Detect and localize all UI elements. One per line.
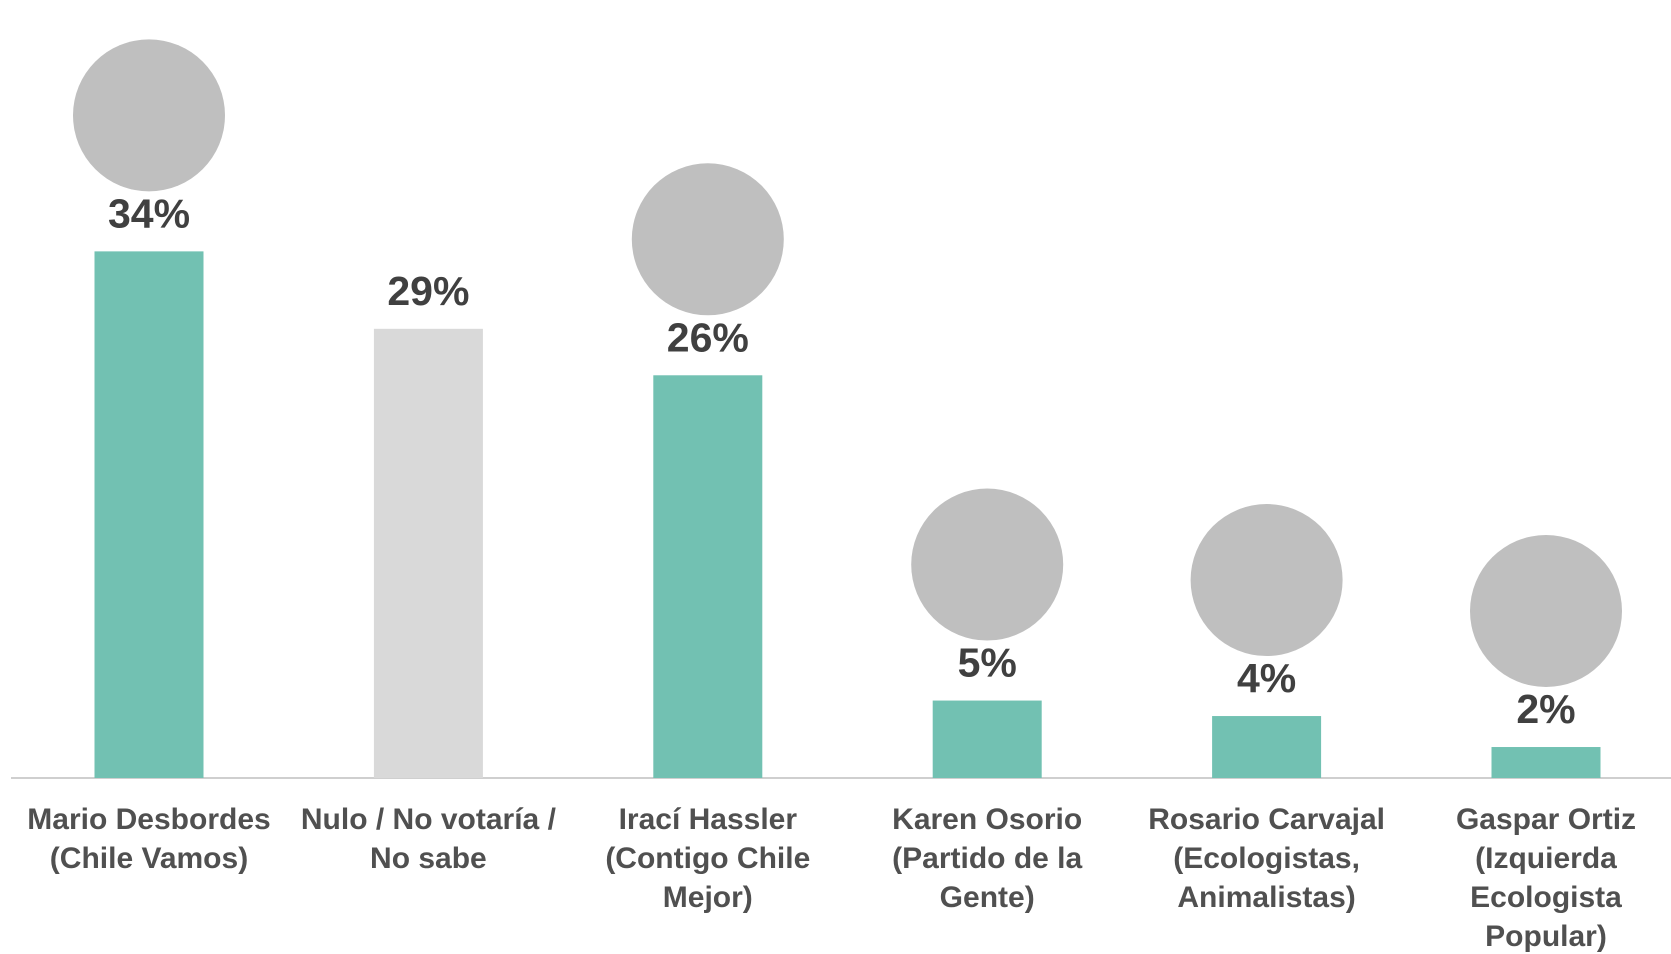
category-label: Rosario Carvajal (Ecologistas, Animalist… bbox=[1148, 803, 1385, 914]
category-label: Karen Osorio (Partido de la Gente) bbox=[892, 803, 1083, 914]
value-label: 5% bbox=[958, 640, 1017, 686]
bar bbox=[1491, 747, 1601, 778]
photo bbox=[911, 488, 1064, 641]
bar bbox=[1212, 716, 1322, 778]
category-label: Nulo / No votaría / No sabe bbox=[300, 803, 556, 875]
bar bbox=[94, 251, 204, 778]
category-label: Irací Hassler (Contigo Chile Mejor) bbox=[605, 803, 811, 914]
photo bbox=[1190, 504, 1343, 657]
photo bbox=[1470, 535, 1622, 688]
value-label: 2% bbox=[1516, 686, 1575, 732]
bar bbox=[653, 375, 763, 778]
category-label: Mario Desbordes (Chile Vamos) bbox=[27, 803, 271, 875]
value-label: 29% bbox=[387, 268, 469, 314]
photo bbox=[631, 163, 784, 316]
bar bbox=[932, 700, 1042, 778]
photo bbox=[73, 39, 225, 192]
value-label: 34% bbox=[108, 190, 190, 236]
bar bbox=[373, 328, 483, 778]
value-label: 26% bbox=[667, 314, 749, 360]
category-label: Gaspar Ortiz (Izquierda Ecologista Popul… bbox=[1455, 803, 1637, 953]
value-label: 4% bbox=[1237, 655, 1296, 701]
